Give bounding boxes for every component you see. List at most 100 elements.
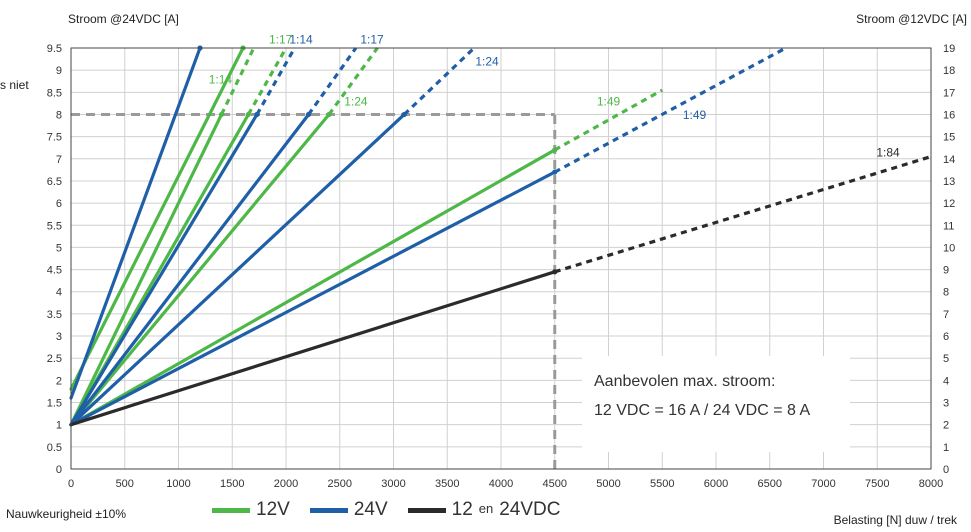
y-left-tick-label: 5 bbox=[56, 242, 62, 254]
legend-label-24vdc: 24VDC bbox=[499, 499, 561, 520]
series-line-12v-1-49 bbox=[69, 148, 557, 427]
annotation-line-1: Aanbevolen max. stroom: bbox=[594, 373, 776, 390]
legend: 12V 24V 12 en 24VDC bbox=[212, 498, 580, 522]
series-dashed-12-en-24vdc-1-84 bbox=[554, 155, 932, 274]
y-axis-left-title: Stroom @24VDC [A] bbox=[68, 12, 179, 26]
x-tick-label: 2500 bbox=[328, 478, 352, 490]
series-endpoint-12v-1-17 bbox=[245, 111, 251, 118]
series-dashed-12v-1-14 bbox=[220, 47, 256, 116]
legend-label-en: en bbox=[478, 500, 494, 516]
series-label-12v-1-14: 1:14 bbox=[209, 72, 233, 86]
series-line-12v-unnamed bbox=[69, 46, 245, 391]
y-right-tick-label: 7 bbox=[943, 309, 949, 321]
y-left-tick-label: 6 bbox=[56, 198, 62, 210]
truncated-note: s niet bbox=[0, 78, 29, 92]
legend-item-both: 12 en 24VDC bbox=[407, 499, 561, 521]
series-label-24v-1-17: 1:17 bbox=[360, 33, 384, 47]
y-left-tick-label: 0 bbox=[56, 464, 62, 476]
y-right-tick-label: 18 bbox=[943, 65, 955, 77]
annotation-box bbox=[582, 356, 850, 452]
y-left-tick-label: 6.5 bbox=[47, 176, 62, 188]
series-line-12v-1-24 bbox=[69, 112, 331, 427]
series-dashed-12v-1-24 bbox=[327, 47, 379, 116]
series-endpoint-12v-1-14 bbox=[218, 111, 225, 118]
accuracy-note: Nauwkeurigheid ±10% bbox=[6, 507, 126, 521]
x-tick-label: 7000 bbox=[811, 478, 835, 490]
series-label-12v-1-17: 1:17 bbox=[269, 33, 293, 47]
y-left-tick-label: 1.5 bbox=[47, 398, 62, 410]
y-right-tick-label: 6 bbox=[943, 331, 949, 343]
y-left-tick-label: 2 bbox=[56, 375, 62, 387]
x-tick-label: 4000 bbox=[489, 478, 513, 490]
y-left-tick-label: 7.5 bbox=[47, 132, 62, 144]
series-labels: 1:141:171:24 1:491:14 1:171:241:491:84 bbox=[209, 33, 900, 160]
y-left-tick-label: 8 bbox=[56, 109, 62, 121]
y-left-tick-label: 9 bbox=[56, 65, 62, 77]
legend-swatch-blue bbox=[309, 507, 348, 513]
y-left-tick-label: 8.5 bbox=[47, 87, 62, 99]
y-right-tick-label: 11 bbox=[943, 220, 954, 232]
y-right-tick-label: 12 bbox=[943, 198, 955, 210]
series-line-24v-1-49 bbox=[69, 170, 557, 427]
series-dashed-24v-1-14 bbox=[255, 47, 296, 116]
legend-swatch-green bbox=[212, 507, 250, 513]
legend-label-24v: 24V bbox=[353, 499, 388, 520]
series-dashed-24v-1-49 bbox=[553, 46, 787, 174]
annotation-line-2: 12 VDC = 16 A / 24 VDC = 8 A bbox=[594, 402, 811, 419]
y-right-tick-label: 9 bbox=[943, 265, 949, 277]
y-left-tick-label: 1 bbox=[56, 420, 62, 432]
legend-label-12: 12 bbox=[451, 499, 473, 520]
x-tick-label: 5000 bbox=[596, 478, 620, 490]
x-tick-label: 8000 bbox=[919, 478, 943, 490]
y-right-tick-label: 1 bbox=[943, 442, 949, 454]
y-right-tick-label: 19 bbox=[943, 43, 955, 55]
y-right-tick-label: 15 bbox=[943, 132, 955, 144]
y-right-tick-label: 17 bbox=[943, 87, 955, 99]
y-right-tick-label: 8 bbox=[943, 287, 949, 299]
x-tick-label: 5500 bbox=[650, 478, 674, 490]
y-right-tick-label: 0 bbox=[943, 464, 949, 476]
series-line-24v-1-17 bbox=[69, 112, 311, 427]
series-endpoint-12v-1-24 bbox=[326, 111, 332, 118]
x-tick-label: 6000 bbox=[704, 478, 728, 490]
series-line-24v-1-24 bbox=[69, 112, 406, 427]
y-left-tick-label: 0.5 bbox=[47, 442, 62, 454]
series-endpoint-12v-1-49 bbox=[552, 147, 558, 153]
series-markers bbox=[197, 45, 558, 275]
y-axis-right-title: Stroom @12VDC [A] bbox=[856, 12, 967, 26]
series-label-24v-1-24: 1:24 bbox=[475, 55, 499, 69]
series-dashed-12v-1-17 bbox=[246, 47, 288, 116]
plot-frame bbox=[70, 47, 932, 470]
y-right-tick-label: 16 bbox=[943, 109, 955, 121]
x-tick-label: 6500 bbox=[758, 478, 782, 490]
series-line-12v-1-14 bbox=[69, 112, 224, 427]
y-right-tick-label: 4 bbox=[943, 375, 949, 387]
series-endpoint-24v-1-17 bbox=[305, 111, 312, 118]
y-left-tick-label: 4 bbox=[56, 287, 62, 299]
x-tick-label: 1000 bbox=[166, 478, 190, 490]
y-right-tick-label: 10 bbox=[943, 242, 955, 254]
y-right-tick-label: 14 bbox=[943, 154, 955, 166]
series-label-24v-1-14: 1:14 bbox=[289, 33, 313, 47]
series-line-24v-1-14 bbox=[69, 112, 259, 427]
y-left-tick-label: 2.5 bbox=[47, 353, 62, 365]
series-label-12v-1-49: 1:49 bbox=[597, 95, 621, 109]
x-tick-label: 4500 bbox=[543, 478, 567, 490]
y-left-tick-label: 7 bbox=[56, 154, 62, 166]
series-line-24v-unnamed bbox=[69, 46, 202, 400]
series-endpoint-12-en-24vdc-1-84 bbox=[552, 269, 558, 275]
y-right-tick-label: 3 bbox=[943, 398, 949, 410]
x-tick-label: 0 bbox=[68, 478, 74, 490]
y-right-tick-label: 2 bbox=[943, 420, 949, 432]
series-endpoint-24v-1-24 bbox=[401, 111, 407, 118]
series-label-12v-1-24: 1:24 bbox=[344, 95, 368, 109]
x-axis-title: Belasting [N] duw / trek bbox=[833, 513, 957, 527]
y-left-tick-label: 3 bbox=[56, 331, 62, 343]
x-tick-label: 7500 bbox=[865, 478, 889, 490]
legend-item-12v: 12V bbox=[212, 499, 290, 521]
y-right-tick-label: 13 bbox=[943, 176, 955, 188]
series-line-12-en-24vdc-1-84 bbox=[69, 270, 557, 427]
series-dashed-24v-1-17 bbox=[307, 47, 358, 116]
series-lines bbox=[69, 46, 932, 427]
y-left-tick-label: 5.5 bbox=[47, 220, 62, 232]
